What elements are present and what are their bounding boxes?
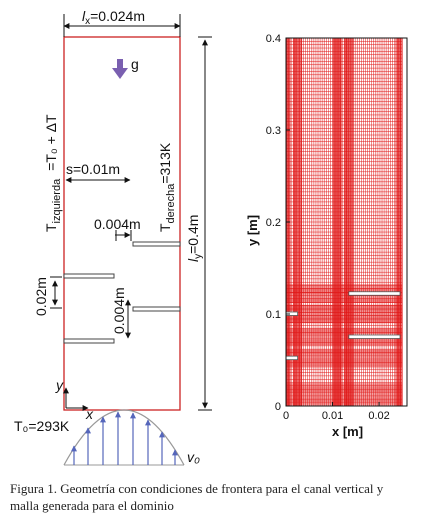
- fin-left-upper: [63, 273, 115, 279]
- y-tick-label: 0.3: [266, 125, 281, 137]
- gap-label-vertical: 0.004m: [111, 287, 127, 334]
- x-tick-label: 0: [283, 410, 289, 422]
- mesh-panel: 0 0.01 0.02 0 0.1 0.2 0.3 0.4 x [m] y [m]: [245, 33, 408, 439]
- caption-label: Figura 1.: [10, 481, 57, 496]
- gravity-label: g: [131, 56, 139, 72]
- left-wall-temperature: Tizquierda=T₀ + ΔT: [43, 114, 63, 232]
- inlet-velocity-profile: [63, 409, 185, 466]
- fin-right-upper: [132, 241, 181, 247]
- geometry-panel: lx=0.024m ly=0.4m g Tizquierda=T₀ + ΔT T…: [14, 8, 212, 466]
- width-label: lx=0.024m: [82, 8, 145, 27]
- inlet-velocity-label: v₀: [187, 449, 200, 465]
- inlet-velocity-arrows: [71, 411, 178, 465]
- caption-text: Geometría con condiciones de frontera pa…: [10, 481, 384, 513]
- spacing-label: s=0.01m: [66, 161, 120, 177]
- gravity-arrow-icon: [112, 59, 128, 79]
- mesh-xlabel: x [m]: [332, 424, 363, 439]
- right-wall-temperature: Tderecha=313K: [157, 142, 177, 232]
- axis-y-label: y: [55, 377, 64, 393]
- y-tick-label: 0.2: [266, 217, 281, 229]
- mesh-fins: [285, 291, 401, 361]
- mesh-fin: [348, 334, 401, 339]
- y-tick-label: 0: [275, 401, 281, 413]
- mesh-fin: [348, 291, 401, 296]
- fin-right-lower: [132, 306, 181, 312]
- figure-caption: Figura 1. Geometría con condiciones de f…: [10, 480, 412, 514]
- mesh-grid: [285, 37, 403, 407]
- mesh-ylabel: y [m]: [245, 215, 260, 246]
- y-tick-label: 0.1: [266, 309, 281, 321]
- height-label: ly=0.4m: [185, 215, 204, 262]
- gap-label-top: 0.004m: [94, 216, 141, 232]
- mesh-fin: [285, 355, 299, 361]
- mesh-axis-ticks: 0 0.01 0.02 0 0.1 0.2 0.3 0.4: [266, 33, 390, 422]
- x-tick-label: 0.01: [322, 410, 343, 422]
- x-tick-label: 0.02: [368, 410, 389, 422]
- fin-left-lower: [63, 338, 115, 344]
- inlet-temperature: T₀=293K: [14, 418, 70, 434]
- axis-x-label: x: [85, 406, 94, 422]
- fin-height-label: 0.02m: [33, 277, 49, 316]
- y-tick-label: 0.4: [266, 33, 281, 45]
